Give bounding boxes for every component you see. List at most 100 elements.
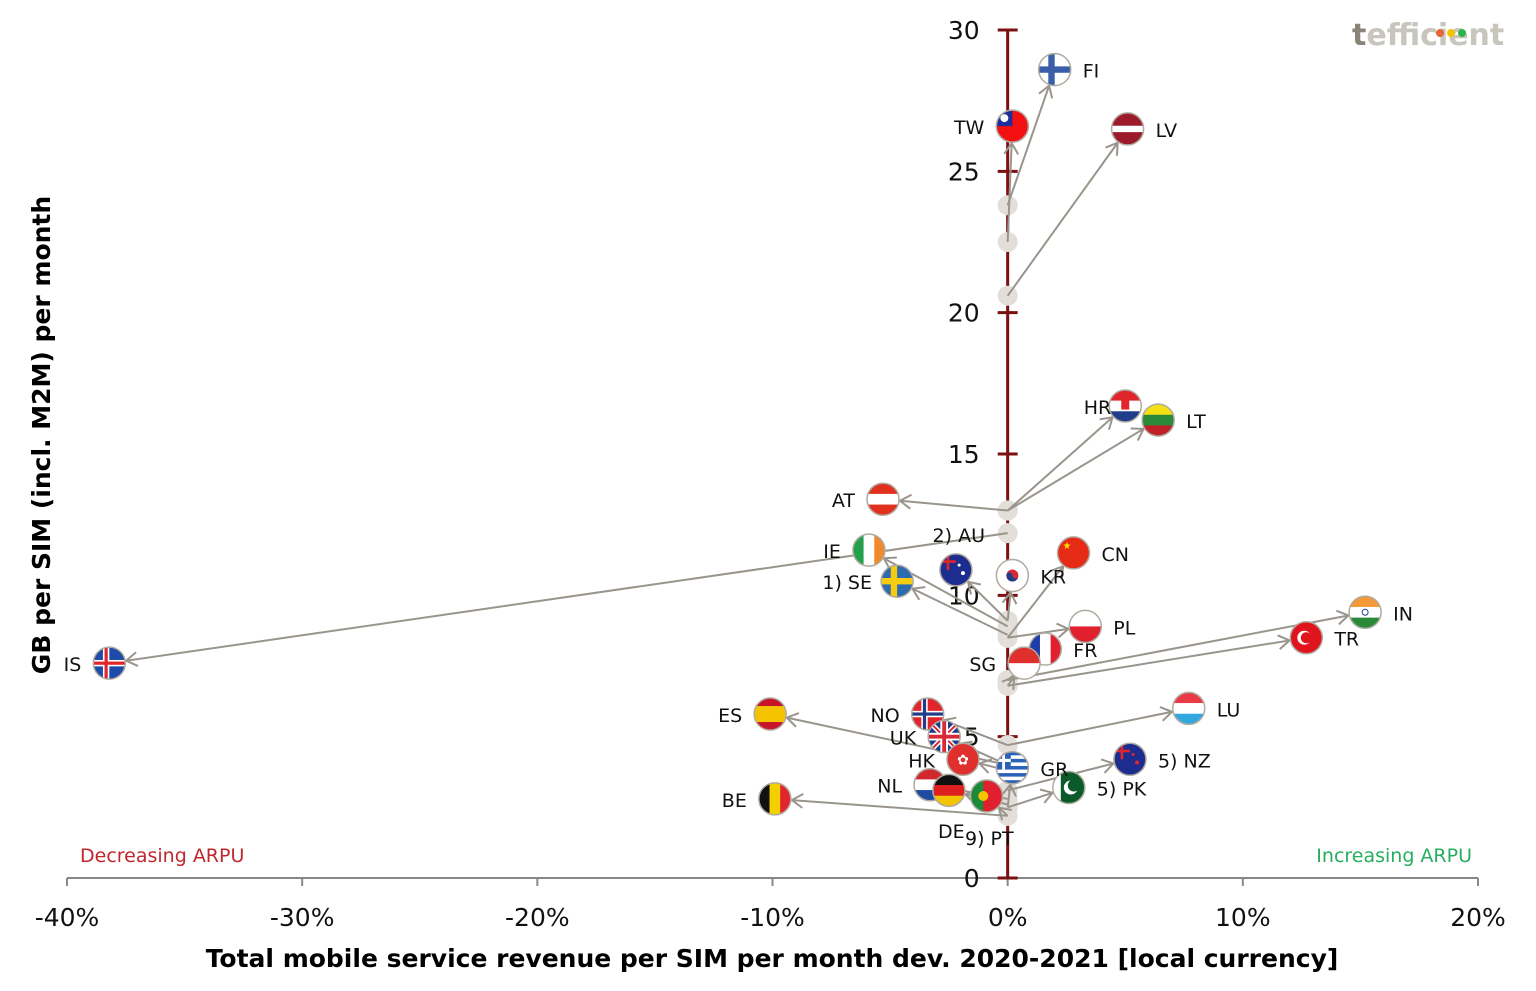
country-label-kr: KR xyxy=(1040,567,1066,589)
x-tick-label: 20% xyxy=(1450,903,1506,932)
y-tick-label: 30 xyxy=(948,16,980,45)
x-axis: -40% -30% -20% -10% 0% 10% 20% xyxy=(35,877,1506,932)
flags-layer: ★✿ xyxy=(92,52,1382,816)
flag-border xyxy=(995,109,1030,143)
flag-border xyxy=(753,697,787,731)
country-label-tr: TR xyxy=(1333,629,1359,651)
annotation-decreasing-arpu: Decreasing ARPU xyxy=(80,845,244,867)
flag-india-icon xyxy=(1349,596,1382,629)
y-tick-label: 0 xyxy=(964,864,980,893)
flag-border xyxy=(92,646,127,680)
flag-border xyxy=(1056,536,1091,570)
flag-latvia-icon xyxy=(1111,112,1144,145)
arrowhead-hk xyxy=(977,758,993,774)
country-label-in: IN xyxy=(1393,603,1413,625)
country-label-au: 2) AU xyxy=(933,525,985,547)
country-label-hr: HR xyxy=(1084,397,1112,419)
arrow-hr xyxy=(1007,416,1114,512)
arrowhead-lt xyxy=(1130,427,1146,441)
arrowhead-cn xyxy=(1050,564,1065,580)
flag-border xyxy=(1007,646,1041,680)
x-tick-label: -20% xyxy=(505,903,570,932)
y-tick-label: 15 xyxy=(948,440,980,469)
country-label-lt: LT xyxy=(1186,411,1206,433)
tefficient-logo: tefficient xyxy=(1352,18,1504,53)
arrowhead-au xyxy=(966,580,982,595)
country-label-lv: LV xyxy=(1156,120,1178,142)
flag-border xyxy=(1141,403,1175,437)
arrow-tr xyxy=(1007,639,1290,687)
arrowhead-se xyxy=(910,586,926,601)
country-label-fr: FR xyxy=(1073,640,1097,662)
arrow-fi xyxy=(1006,85,1051,206)
flag-border xyxy=(1289,620,1324,655)
flag-pakistan-icon xyxy=(1052,771,1085,804)
arrow-cn xyxy=(1006,565,1064,639)
country-label-cn: CN xyxy=(1102,544,1129,566)
flag-sweden-icon xyxy=(881,565,914,598)
flag-china-icon: ★ xyxy=(1057,536,1090,569)
arrow-in xyxy=(1007,614,1349,682)
flag-border xyxy=(1348,595,1382,630)
arrow-lt xyxy=(1007,427,1145,512)
flag-taiwan-icon xyxy=(996,110,1029,143)
flag-border xyxy=(1113,742,1147,777)
x-tick-label: -40% xyxy=(35,903,100,932)
arrowhead-gr xyxy=(1001,782,1017,797)
arrowhead-tw xyxy=(1003,141,1020,155)
arrow-be xyxy=(791,799,1008,817)
country-label-se: 1) SE xyxy=(822,572,872,594)
flag-border xyxy=(932,773,966,808)
arrow-lu xyxy=(1007,710,1173,747)
flag-border xyxy=(910,697,945,731)
arrowhead-lu xyxy=(1159,706,1174,722)
logo-dot-yellow xyxy=(1447,29,1455,37)
flag-border xyxy=(1068,609,1103,644)
country-label-hk: HK xyxy=(908,750,935,772)
flag-border xyxy=(758,782,792,816)
country-label-pt: 9) PT xyxy=(965,828,1014,850)
y-axis-title: GB per SIM (incl. M2M) per month xyxy=(27,196,56,674)
logo-dots xyxy=(1436,10,1469,45)
logo-dot-orange xyxy=(1436,29,1444,37)
flag-singapore-icon xyxy=(1008,647,1041,680)
flag-austria-icon xyxy=(867,483,900,516)
arrowhead-es xyxy=(784,712,800,728)
arrowhead-kr xyxy=(1001,590,1018,605)
arrow-pl xyxy=(1007,627,1069,639)
arrowhead-pl xyxy=(1056,622,1071,639)
country-label-pk: 5) PK xyxy=(1097,779,1147,801)
x-tick-label: 10% xyxy=(1215,903,1271,932)
country-label-sg: SG xyxy=(969,654,996,676)
flag-border xyxy=(927,719,961,754)
arrow-se xyxy=(911,587,1009,636)
arrow-au xyxy=(967,581,1009,622)
flag-portugal-icon xyxy=(970,780,1003,813)
svg-text:✿: ✿ xyxy=(957,752,969,768)
arrowhead-be xyxy=(789,793,804,809)
arrowhead-pk xyxy=(1039,788,1055,804)
flag-finland-icon xyxy=(1038,53,1071,86)
labels-layer: FI TW LV HR LT AT IS IE 1) SE 2) AU KR CN PL FR SG IN TR… xyxy=(64,61,1413,850)
country-label-nl: NL xyxy=(877,776,902,798)
country-label-gr: GR xyxy=(1040,759,1068,781)
arrowhead-fi xyxy=(1038,83,1054,99)
flag-korea-icon xyxy=(996,559,1029,592)
arrowhead-nz xyxy=(1100,758,1116,774)
country-label-fi: FI xyxy=(1083,61,1100,83)
arrowhead-at xyxy=(898,493,913,510)
x-tick-label: -30% xyxy=(270,903,335,932)
arrow-tw xyxy=(1006,143,1013,243)
flag-germany-icon xyxy=(932,774,965,807)
logo-first-letter: t xyxy=(1352,18,1367,53)
country-label-lu: LU xyxy=(1217,699,1241,721)
country-label-be: BE xyxy=(722,790,747,812)
flag-border xyxy=(969,779,1004,813)
arrowhead-hr xyxy=(1099,416,1114,431)
arrow-pt xyxy=(998,806,1009,817)
flag-border xyxy=(939,553,973,587)
flag-newzealand-icon xyxy=(1113,743,1146,776)
flag-border xyxy=(880,564,914,598)
arrow-lv xyxy=(1006,142,1119,297)
